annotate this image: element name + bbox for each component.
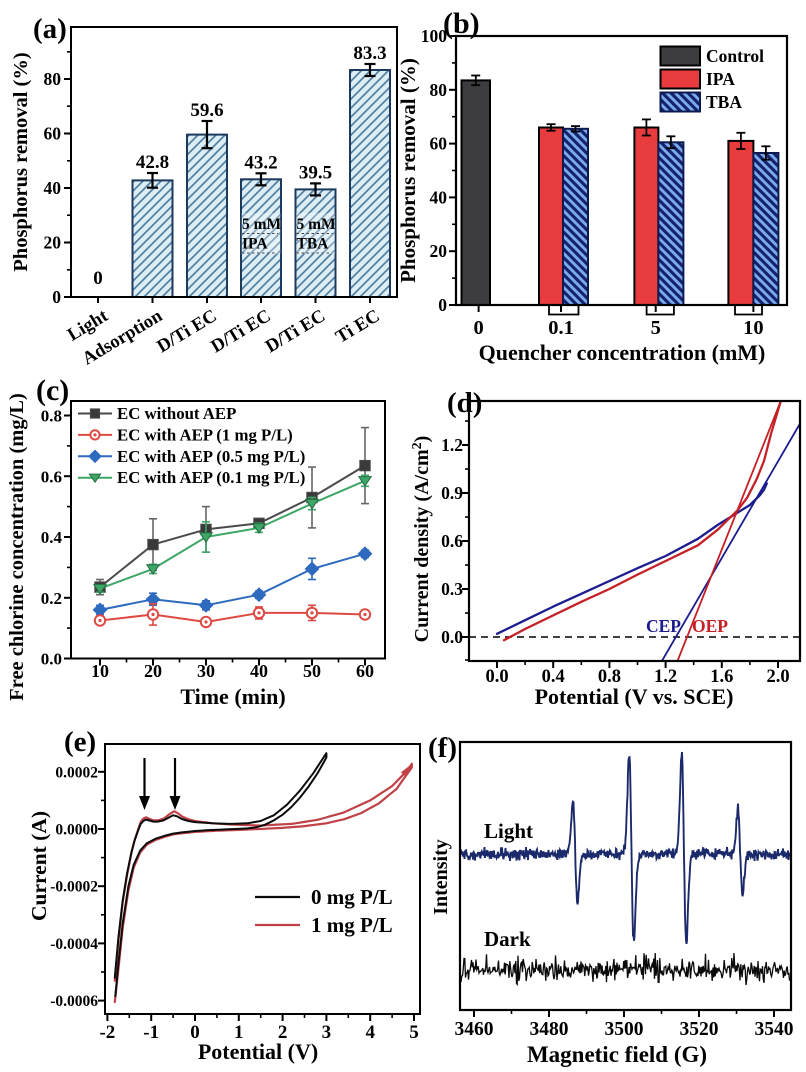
svg-text:39.5: 39.5: [299, 162, 332, 183]
svg-text:CEP: CEP: [646, 616, 681, 636]
svg-text:3540: 3540: [755, 1019, 794, 1040]
svg-text:(a): (a): [33, 13, 67, 45]
svg-text:1.6: 1.6: [710, 667, 733, 687]
svg-text:Intensity: Intensity: [430, 839, 452, 915]
svg-text:50: 50: [303, 661, 321, 681]
svg-text:0.1: 0.1: [548, 317, 574, 339]
svg-text:0.3: 0.3: [441, 579, 463, 599]
svg-text:0.0: 0.0: [41, 650, 62, 669]
svg-text:10: 10: [91, 661, 109, 681]
svg-text:3460: 3460: [455, 1019, 494, 1040]
svg-text:40: 40: [44, 178, 62, 198]
svg-text:Free chlorine concentration (m: Free chlorine concentration (mg/L): [6, 393, 28, 701]
svg-text:0: 0: [473, 317, 483, 339]
svg-text:TBA: TBA: [297, 236, 330, 253]
svg-text:0.4: 0.4: [41, 528, 63, 547]
svg-text:0: 0: [190, 1022, 200, 1043]
svg-text:-0.0002: -0.0002: [50, 879, 98, 896]
svg-text:2: 2: [278, 1022, 288, 1043]
svg-text:(f): (f): [428, 732, 457, 764]
svg-text:Dark: Dark: [484, 927, 531, 951]
svg-text:IPA: IPA: [706, 69, 735, 89]
svg-text:40: 40: [250, 661, 268, 681]
svg-text:Quencher concentration (mM): Quencher concentration (mM): [479, 340, 766, 365]
svg-text:4: 4: [365, 1022, 375, 1043]
svg-text:0.9: 0.9: [441, 483, 463, 503]
svg-text:60: 60: [430, 134, 448, 154]
svg-text:EC without AEP: EC without AEP: [117, 404, 236, 423]
svg-text:0.6: 0.6: [441, 531, 463, 551]
svg-text:0: 0: [93, 268, 103, 289]
svg-text:3500: 3500: [605, 1019, 644, 1040]
svg-text:Control: Control: [706, 46, 764, 66]
svg-text:2.0: 2.0: [766, 667, 789, 687]
svg-text:60: 60: [44, 124, 62, 144]
svg-text:20: 20: [44, 233, 62, 253]
svg-text:TBA: TBA: [706, 92, 742, 112]
svg-text:3480: 3480: [530, 1019, 569, 1040]
svg-text:Potential (V vs. SCE): Potential (V vs. SCE): [535, 684, 734, 709]
svg-text:-1: -1: [143, 1022, 159, 1043]
svg-text:0.4: 0.4: [542, 667, 565, 687]
svg-text:42.8: 42.8: [136, 152, 169, 173]
svg-text:80: 80: [430, 80, 448, 100]
svg-text:0.0000: 0.0000: [55, 822, 98, 839]
svg-text:0.8: 0.8: [41, 407, 62, 426]
svg-text:EC with AEP (0.5 mg P/L): EC with AEP (0.5 mg P/L): [117, 447, 305, 466]
svg-text:20: 20: [430, 241, 448, 261]
svg-text:0.0: 0.0: [441, 627, 463, 647]
svg-text:0.8: 0.8: [598, 667, 621, 687]
svg-text:EC with AEP (1 mg P/L): EC with AEP (1 mg P/L): [117, 425, 293, 444]
svg-text:IPA: IPA: [242, 236, 268, 253]
svg-text:OEP: OEP: [692, 616, 728, 636]
svg-text:(b): (b): [443, 7, 480, 40]
svg-text:Time (min): Time (min): [180, 684, 285, 709]
svg-text:20: 20: [144, 661, 162, 681]
svg-text:Potential (V): Potential (V): [198, 1039, 318, 1064]
svg-text:0.0002: 0.0002: [55, 764, 98, 781]
svg-text:3: 3: [322, 1022, 332, 1043]
svg-text:60: 60: [356, 661, 374, 681]
svg-text:3520: 3520: [680, 1019, 719, 1040]
svg-text:30: 30: [197, 661, 215, 681]
svg-text:43.2: 43.2: [244, 152, 277, 173]
svg-text:5: 5: [409, 1022, 419, 1043]
svg-text:(c): (c): [36, 374, 69, 407]
svg-text:0.2: 0.2: [41, 589, 62, 608]
svg-text:EC with AEP (0.1 mg P/L): EC with AEP (0.1 mg P/L): [117, 468, 305, 487]
svg-text:Magnetic field (G): Magnetic field (G): [527, 1042, 707, 1067]
svg-text:-2: -2: [99, 1022, 115, 1043]
svg-text:5 mM: 5 mM: [297, 216, 337, 233]
svg-text:Phosphorus removal (%): Phosphorus removal (%): [396, 58, 420, 283]
svg-text:83.3: 83.3: [353, 43, 386, 64]
svg-text:80: 80: [44, 69, 62, 89]
svg-text:5 mM: 5 mM: [242, 216, 282, 233]
svg-text:-0.0006: -0.0006: [50, 993, 98, 1010]
svg-text:Phosphorus removal (%): Phosphorus removal (%): [10, 52, 32, 271]
svg-text:1: 1: [234, 1022, 244, 1043]
svg-text:Light: Light: [484, 819, 533, 843]
svg-text:0.0: 0.0: [485, 667, 508, 687]
svg-text:Current (A): Current (A): [27, 811, 51, 921]
svg-text:100: 100: [421, 26, 448, 46]
svg-text:0: 0: [438, 295, 447, 315]
svg-text:1.2: 1.2: [441, 435, 463, 455]
svg-text:1 mg P/L: 1 mg P/L: [311, 913, 393, 937]
svg-text:(d): (d): [447, 387, 482, 419]
svg-text:0 mg P/L: 0 mg P/L: [311, 885, 393, 909]
svg-text:59.6: 59.6: [190, 100, 223, 121]
svg-text:5: 5: [651, 317, 661, 339]
svg-text:0: 0: [52, 287, 61, 307]
svg-text:(e): (e): [64, 726, 96, 758]
svg-text:Current density (A/cm2): Current density (A/cm2): [410, 436, 434, 643]
svg-text:10: 10: [743, 317, 764, 339]
svg-text:-0.0004: -0.0004: [50, 936, 98, 953]
svg-text:40: 40: [430, 187, 448, 207]
svg-text:1.2: 1.2: [654, 667, 677, 687]
svg-text:0.6: 0.6: [41, 467, 62, 486]
